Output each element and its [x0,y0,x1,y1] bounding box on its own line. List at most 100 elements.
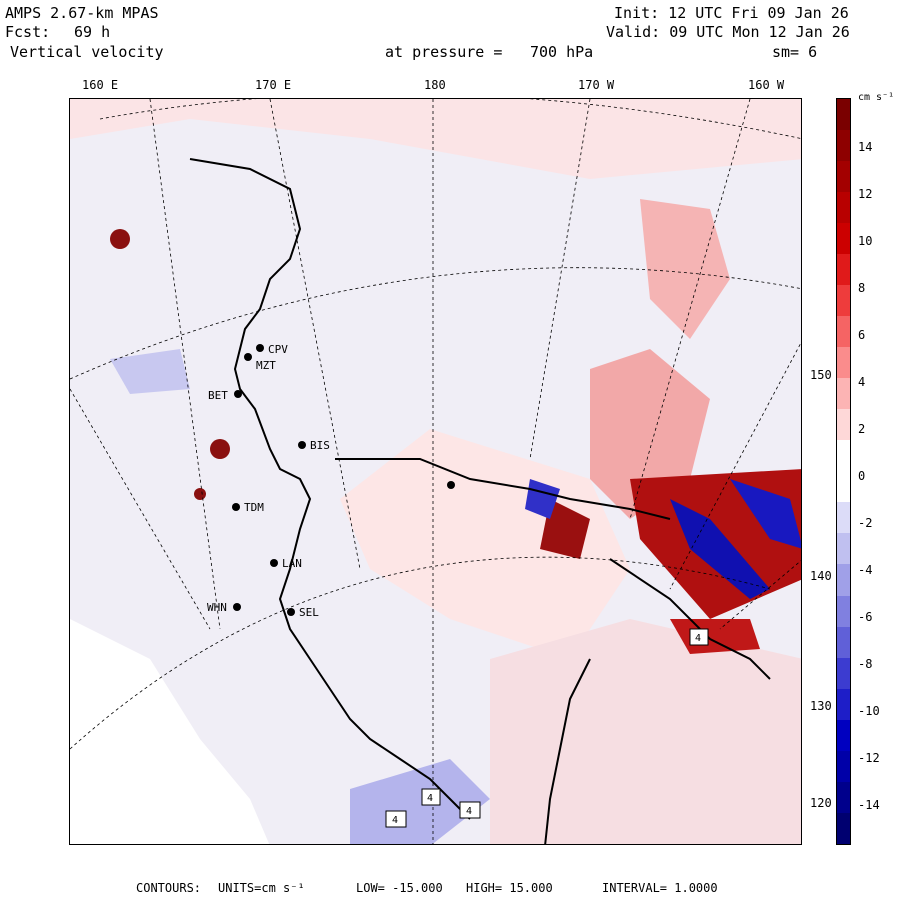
updraft-cell-mid [540,499,590,559]
colorbar-tick-label: -6 [858,610,873,624]
field-name: Vertical velocity [10,43,164,61]
colorbar-tick-label: -10 [858,704,880,718]
footer-contours: CONTOURS: [136,881,202,895]
strong-downdraft-band-1 [670,499,770,599]
colorbar-tick-label: 14 [858,140,873,154]
model-title: AMPS 2.67-km MPAS [5,4,159,22]
colorbar-segment [837,657,850,689]
updraft-cell-west-3 [194,488,206,500]
station-dot-bis[interactable] [298,441,306,449]
colorbar-segment [837,347,850,379]
graticule [70,99,801,844]
station-label-mzt: MZT [256,359,276,372]
colorbar-segment [837,440,850,472]
footer-interval: INTERVAL= 1.0000 [602,881,718,895]
station-label-sel: SEL [299,606,319,619]
map-panel[interactable]: CPV MZT BET BIS TDM LAN WHN SEL 4 4 4 4 [69,98,802,845]
colorbar-tick-label: -4 [858,563,873,577]
pressure-label: at pressure = [385,43,503,61]
colorbar-segment [837,688,850,720]
map-canvas: CPV MZT BET BIS TDM LAN WHN SEL 4 4 4 4 [70,99,801,844]
colorbar-tick-label: -2 [858,516,873,530]
colorbar-segment [837,502,850,534]
colorbar-segment [837,161,850,193]
colorbar-segment [837,378,850,410]
extremum-label-2: 4 [466,806,472,817]
downdraft-field-west [110,349,190,394]
updraft-cell-west-1 [110,229,130,249]
station-dot-lan[interactable] [270,559,278,567]
colorbar-tick-label: 10 [858,234,873,248]
colorbar-segment [837,719,850,751]
station-dot-east[interactable] [447,481,455,489]
lon-label-170e: 170 E [255,78,292,92]
colorbar-tick-label: 4 [858,375,866,389]
station-label-bis: BIS [310,439,330,452]
positive-field-north [70,99,801,179]
colorbar-segment [837,595,850,627]
station-label-whn: WHN [207,601,227,614]
colorbar-tick-label: -12 [858,751,880,765]
colorbar-units: cm s⁻¹ [858,92,895,103]
colorbar-segment [837,223,850,255]
colorbar-tick-label: 2 [858,422,866,436]
station-dot-cpv[interactable] [256,344,264,352]
station-label-tdm: TDM [244,501,264,514]
blank-area-southwest [70,619,270,844]
extremum-label-3: 4 [392,815,398,826]
station-dot-mzt[interactable] [244,353,252,361]
stations: CPV MZT BET BIS TDM LAN WHN SEL [207,343,455,619]
strong-downdraft-band-2 [730,479,801,549]
colorbar-segment [837,99,850,131]
lon-label-170w: 170 W [578,78,615,92]
colorbar-segment [837,192,850,224]
station-label-cpv: CPV [268,343,288,356]
colorbar-tick-label: 8 [858,281,866,295]
footer-low: LOW= -15.000 [356,881,443,895]
station-dot-tdm[interactable] [232,503,240,511]
colorbar-segment [837,781,850,813]
footer-high: HIGH= 15.000 [466,881,553,895]
station-dot-whn[interactable] [233,603,241,611]
positive-field-southeast [490,619,801,844]
footer-units: UNITS=cm s⁻¹ [218,881,305,895]
updraft-region-2 [640,199,730,339]
station-label-lan: LAN [282,557,302,570]
positive-field-center [340,429,630,659]
coastline [189,158,771,844]
station-dot-bet[interactable] [234,390,242,398]
extremum-labels: 4 4 4 4 [385,628,709,828]
colorbar-segment [837,130,850,162]
colorbar-tick-label: 6 [858,328,866,342]
colorbar-segment [837,812,850,844]
station-label-bet: BET [208,389,228,402]
smoothing: sm= 6 [772,43,818,61]
lon-label-160w: 160 W [748,78,785,92]
forecast-label: Fcst: [5,23,51,41]
colorbar-segment [837,409,850,441]
colorbar-tick-label: -8 [858,657,873,671]
pressure-value: 700 hPa [530,43,594,61]
colorbar [836,98,851,845]
colorbar-tick-label: -14 [858,798,880,812]
colorbar-tick-label: 0 [858,469,866,483]
valid-time: Valid: 09 UTC Mon 12 Jan 26 [606,23,850,41]
colorbar-tick-label: 12 [858,187,873,201]
lon-label-180: 180 [424,78,446,92]
lon-label-160e: 160 E [82,78,119,92]
colorbar-segment [837,471,850,503]
colorbar-segment [837,750,850,782]
colorbar-segment [837,564,850,596]
colorbar-segment [837,254,850,286]
colorbar-segment [837,533,850,565]
forecast-hour: 69 h [74,23,111,41]
extremum-label-4: 4 [695,633,701,644]
colorbar-segment [837,285,850,317]
updraft-cell-west-2 [210,439,230,459]
extremum-label-1: 4 [427,793,433,804]
downdraft-field-south [350,759,490,844]
colorbar-segment [837,316,850,348]
station-dot-sel[interactable] [287,608,295,616]
colorbar-segment [837,626,850,658]
init-time: Init: 12 UTC Fri 09 Jan 26 [614,4,849,22]
